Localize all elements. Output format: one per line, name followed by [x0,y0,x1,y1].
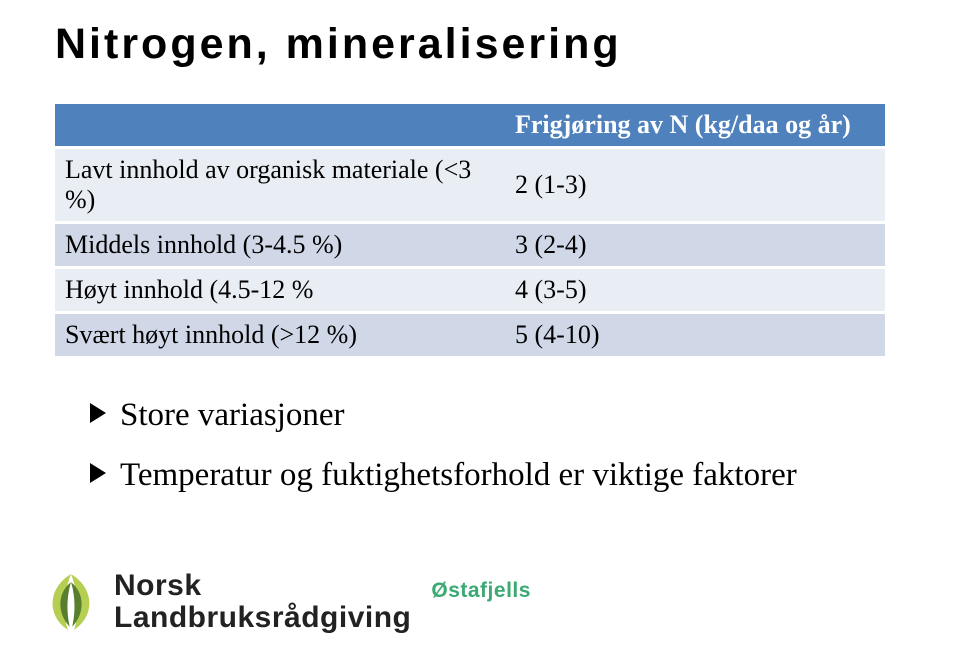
table-cell-value: 3 (2-4) [505,223,885,268]
mineralisation-table: Frigjøring av N (kg/daa og år) Lavt innh… [55,104,885,359]
brand-logo: Norsk Landbruksrådgiving Østafjells [40,570,531,633]
leaf-icon [40,571,102,633]
bullet-list: Store variasjoner Temperatur og fuktighet… [90,391,910,500]
table-cell-label: Høyt innhold (4.5-12 % [55,268,505,313]
logo-sub: Østafjells [431,579,531,603]
chevron-right-icon [90,463,106,483]
table-cell-label: Svært høyt innhold (>12 %) [55,313,505,358]
chevron-right-icon [90,403,106,423]
table-cell-label: Middels innhold (3-4.5 %) [55,223,505,268]
logo-line1: Norsk [114,570,411,602]
table-header-left [55,104,505,148]
list-item: Temperatur og fuktighetsforhold er vikti… [90,451,910,501]
table-row: Høyt innhold (4.5-12 %4 (3-5) [55,268,885,313]
bullet-text: Store variasjoner [120,391,345,441]
logo-line2: Landbruksrådgiving [114,602,411,634]
table-cell-value: 5 (4-10) [505,313,885,358]
table-cell-value: 2 (1-3) [505,148,885,223]
list-item: Store variasjoner [90,391,910,441]
table-row: Lavt innhold av organisk materiale (<3 %… [55,148,885,223]
table-cell-value: 4 (3-5) [505,268,885,313]
table-row: Middels innhold (3-4.5 %)3 (2-4) [55,223,885,268]
page-title: Nitrogen, mineralisering [55,20,910,69]
bullet-text: Temperatur og fuktighetsforhold er vikti… [120,451,797,501]
table-header-right: Frigjøring av N (kg/daa og år) [505,104,885,148]
table-row: Svært høyt innhold (>12 %)5 (4-10) [55,313,885,358]
table-cell-label: Lavt innhold av organisk materiale (<3 %… [55,148,505,223]
